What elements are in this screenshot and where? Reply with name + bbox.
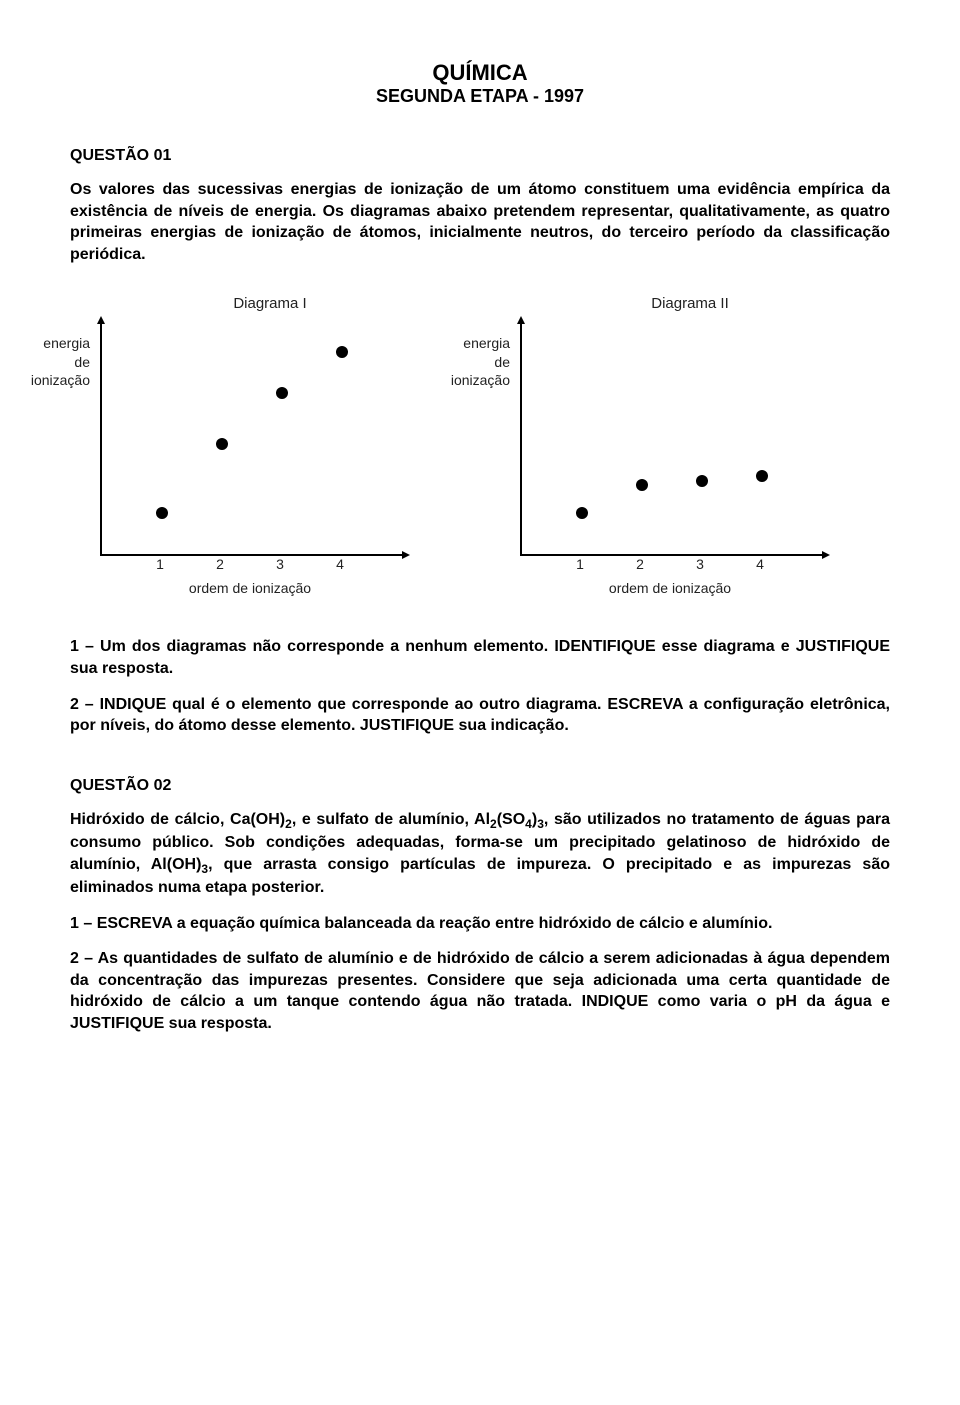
y-label-line: energia: [463, 335, 510, 351]
x-tick-label: 4: [756, 556, 764, 572]
scatter-point: [156, 507, 168, 519]
x-tick-label: 1: [576, 556, 584, 572]
subscript: 3: [537, 817, 544, 831]
y-label-line: de: [494, 354, 510, 370]
q2-intro-frag: Hidróxido de cálcio, Ca(OH): [70, 811, 285, 828]
scatter-point: [696, 475, 708, 487]
scatter-point: [216, 438, 228, 450]
scatter-point: [636, 479, 648, 491]
diagrams-row: Diagrama I energia de ionização 1 2 3 4 ord…: [70, 295, 890, 596]
x-tick-label: 3: [696, 556, 704, 572]
x-tick-label: 2: [216, 556, 224, 572]
diagram-2-x-ticks: 1 2 3 4: [520, 556, 820, 576]
q1-item-2: 2 – INDIQUE qual é o elemento que corres…: [70, 694, 890, 737]
scatter-point: [576, 507, 588, 519]
y-label-line: energia: [43, 335, 90, 351]
y-label-line: ionização: [451, 372, 510, 388]
x-tick-label: 3: [276, 556, 284, 572]
q2-intro-frag: , e sulfato de alumínio, Al: [292, 811, 490, 828]
diagram-1-x-ticks: 1 2 3 4: [100, 556, 400, 576]
y-axis-arrow-icon: [97, 316, 105, 324]
q1-intro: Os valores das sucessivas energias de io…: [70, 179, 890, 265]
x-axis-arrow-icon: [822, 551, 830, 559]
q2-item-1: 1 – ESCREVA a equação química balanceada…: [70, 913, 890, 935]
diagram-2-x-label: ordem de ionização: [520, 580, 820, 596]
x-tick-label: 2: [636, 556, 644, 572]
scatter-point: [276, 387, 288, 399]
q2-label: QUESTÃO 02: [70, 777, 890, 795]
diagram-2-plot: [520, 324, 822, 556]
y-label-line: ionização: [31, 372, 90, 388]
diagram-1: Diagrama I energia de ionização 1234 ord…: [70, 295, 470, 596]
x-tick-label: 1: [156, 556, 164, 572]
diagram-1-title: Diagrama I: [70, 295, 470, 312]
diagram-1-plot: [100, 324, 402, 556]
subscript: 2: [285, 817, 292, 831]
scatter-point: [336, 346, 348, 358]
diagram-2-title: Diagrama II: [490, 295, 890, 312]
x-tick-label: 4: [336, 556, 344, 572]
subscript: 4: [525, 817, 532, 831]
scatter-point: [756, 470, 768, 482]
doc-title: QUÍMICA: [70, 60, 890, 86]
q2-intro: Hidróxido de cálcio, Ca(OH)2, e sulfato …: [70, 809, 890, 899]
diagram-1-x-label: ordem de ionização: [100, 580, 400, 596]
y-label-line: de: [74, 354, 90, 370]
q1-item-1: 1 – Um dos diagramas não corresponde a n…: [70, 636, 890, 679]
x-axis-arrow-icon: [402, 551, 410, 559]
y-axis-arrow-icon: [517, 316, 525, 324]
subscript: 2: [490, 817, 497, 831]
q2-intro-frag: (SO: [497, 811, 525, 828]
doc-subtitle: SEGUNDA ETAPA - 1997: [70, 86, 890, 107]
q1-label: QUESTÃO 01: [70, 147, 890, 165]
diagram-2: Diagrama II energia de ionização 1234 or…: [490, 295, 890, 596]
diagram-1-y-label: energia de ionização: [10, 334, 90, 389]
q2-item-2: 2 – As quantidades de sulfato de alumíni…: [70, 948, 890, 1034]
diagram-2-y-label: energia de ionização: [430, 334, 510, 389]
